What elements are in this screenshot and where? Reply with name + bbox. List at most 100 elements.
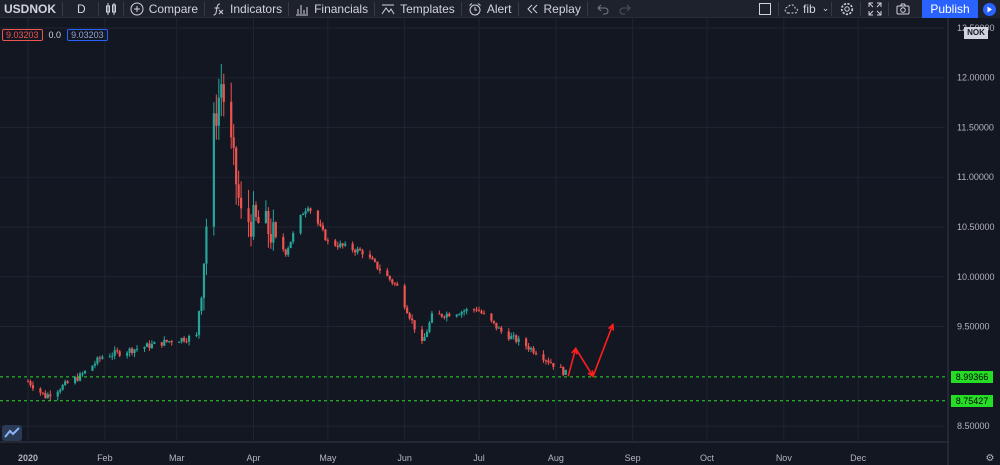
layout-name-label: fib	[803, 1, 816, 16]
layout-button[interactable]	[752, 0, 778, 18]
candle	[44, 390, 47, 399]
candle	[73, 375, 77, 385]
candle	[351, 241, 354, 253]
candle	[269, 218, 272, 249]
candle	[150, 340, 154, 349]
undo-button[interactable]	[588, 0, 614, 18]
symbol-search[interactable]: USDNOK	[4, 1, 57, 16]
candle	[135, 345, 139, 352]
candle	[264, 200, 268, 224]
candle	[76, 373, 79, 382]
candle	[249, 214, 253, 247]
candle	[455, 314, 458, 318]
candle	[113, 346, 116, 360]
toolbar-divider	[62, 1, 64, 16]
settings-button[interactable]	[834, 0, 860, 18]
candle	[411, 314, 414, 324]
candle	[316, 209, 320, 227]
toolbar-divider	[204, 1, 206, 16]
candle	[534, 350, 538, 356]
candle	[339, 240, 342, 249]
redo-icon	[618, 2, 632, 16]
chart-type-button[interactable]	[99, 0, 123, 18]
candle	[56, 389, 59, 401]
candle	[287, 246, 290, 257]
candle	[170, 339, 173, 346]
time-axis[interactable]: 2020 Feb Mar Apr May Jun Jul Aug Sep Oct Nov Dec ⚙	[0, 441, 995, 464]
candle	[230, 82, 233, 149]
horizontal-levels[interactable]	[0, 376, 945, 402]
undo-icon	[596, 2, 610, 16]
currency-badge[interactable]: NOK	[964, 27, 988, 39]
candle	[527, 343, 530, 352]
projection-arrows[interactable]	[567, 322, 615, 378]
price-tick-label: 8.50000	[957, 421, 990, 431]
time-tick-label: Dec	[850, 453, 867, 463]
publish-button[interactable]: Publish	[922, 0, 978, 18]
candle	[440, 313, 443, 318]
candle	[495, 322, 498, 331]
candle	[118, 349, 121, 358]
candle	[512, 332, 515, 340]
price-chart[interactable]: 12.5000012.0000011.5000011.0000010.50000…	[0, 18, 1000, 465]
candle	[83, 370, 87, 375]
candle	[267, 207, 270, 248]
candle	[160, 342, 163, 348]
compare-button[interactable]: Compare	[124, 0, 204, 18]
candle	[66, 380, 69, 384]
time-tick-label: Sep	[625, 453, 641, 463]
toolbar-divider	[831, 2, 832, 16]
snapshot-button[interactable]	[890, 0, 916, 18]
alarm-clock-icon	[468, 2, 482, 16]
candle	[235, 146, 238, 205]
candle	[289, 241, 292, 249]
alert-button[interactable]: Alert	[462, 0, 518, 18]
candle	[564, 369, 567, 375]
candle	[321, 222, 324, 232]
interval-button[interactable]: D	[77, 1, 86, 16]
candle	[460, 310, 463, 318]
fullscreen-button[interactable]	[862, 0, 888, 18]
camera-icon	[896, 2, 910, 16]
candle	[472, 308, 476, 313]
candle	[492, 320, 495, 325]
candle	[41, 392, 44, 396]
cloud-icon	[784, 2, 798, 16]
chevron-down-icon: ⌄	[821, 3, 830, 13]
redo-button[interactable]	[614, 0, 636, 18]
replay-button[interactable]: Replay	[519, 0, 587, 18]
chart-pane[interactable]: 12.5000012.0000011.5000011.0000010.50000…	[0, 18, 1000, 465]
candle	[358, 247, 362, 251]
projection-arrow-segment	[592, 324, 614, 377]
time-tick-label: Nov	[776, 453, 793, 463]
tradingview-logo-icon[interactable]	[2, 425, 22, 441]
candle	[183, 336, 186, 343]
candle	[301, 212, 305, 216]
candle	[205, 218, 208, 275]
candle	[195, 332, 198, 338]
price-tick-label: 11.00000	[957, 172, 994, 182]
candle	[49, 390, 52, 401]
candle	[341, 242, 344, 249]
candle	[178, 341, 181, 343]
candle	[108, 353, 111, 358]
axis-settings-gear-icon[interactable]: ⚙	[986, 453, 995, 464]
templates-button[interactable]: Templates	[375, 0, 461, 18]
time-tick-label: Jun	[397, 453, 412, 463]
level-price-label: 8.99366	[951, 370, 993, 383]
financials-button[interactable]: Financials	[289, 0, 374, 18]
candle	[111, 352, 114, 361]
candle	[304, 208, 307, 218]
candle	[292, 231, 295, 245]
candle	[413, 320, 416, 333]
publish-menu-button[interactable]	[978, 0, 1000, 18]
projection-arrow-segment	[574, 348, 594, 377]
time-tick-label: May	[319, 453, 337, 463]
candle	[222, 73, 225, 117]
toolbar-divider	[460, 1, 462, 16]
candle	[197, 310, 201, 339]
candle	[128, 347, 131, 357]
layout-name-button[interactable]: fib ⌄	[780, 0, 833, 18]
indicators-button[interactable]: Indicators	[205, 0, 288, 18]
candle	[465, 307, 468, 315]
